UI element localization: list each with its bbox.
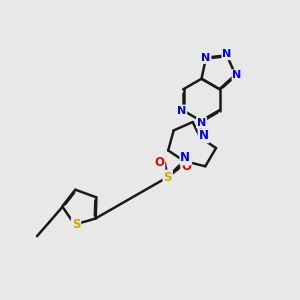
Text: O: O <box>154 156 164 169</box>
Text: N: N <box>197 118 206 128</box>
Text: S: S <box>72 218 80 231</box>
Text: O: O <box>181 160 191 173</box>
Text: N: N <box>222 49 232 59</box>
Text: N: N <box>180 152 190 164</box>
Text: N: N <box>232 70 242 80</box>
Text: S: S <box>164 171 172 184</box>
Text: N: N <box>199 129 208 142</box>
Text: N: N <box>201 53 211 63</box>
Text: N: N <box>177 106 186 116</box>
